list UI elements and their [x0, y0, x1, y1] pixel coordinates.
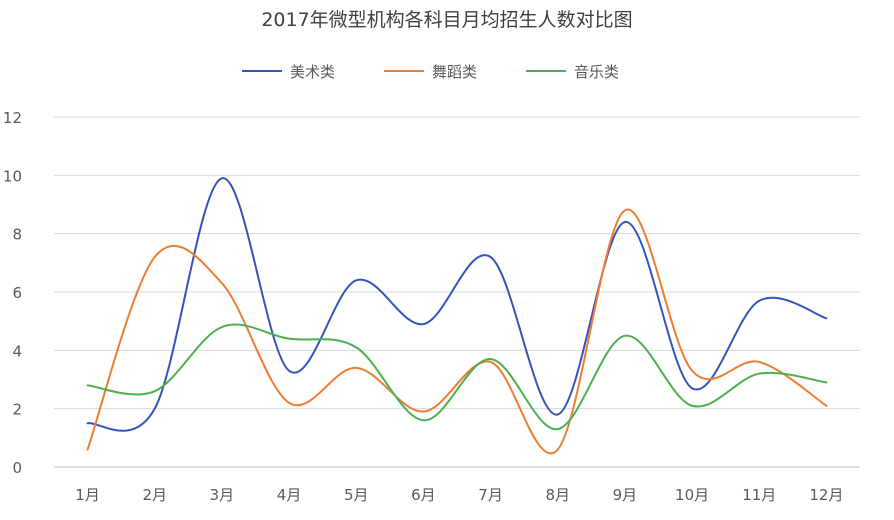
y-tick-label: 8: [12, 226, 22, 244]
chart-title: 2017年微型机构各科目月均招生人数对比图: [261, 9, 632, 31]
x-tick-label: 5月: [344, 486, 369, 504]
x-tick-label: 10月: [675, 486, 709, 504]
x-tick-label: 9月: [613, 486, 638, 504]
y-tick-label: 2: [12, 401, 22, 419]
y-tick-label: 4: [12, 342, 22, 360]
x-tick-label: 1月: [75, 486, 100, 504]
x-tick-label: 4月: [277, 486, 302, 504]
x-tick-label: 2月: [142, 486, 167, 504]
gridlines: [54, 116, 860, 468]
axis-labels: 0 2 4 6 8 10 12 1月 2月 3月 4月 5月 6月 7月 8月 9月 10月 11月 12月: [3, 109, 844, 504]
legend-label: 音乐类: [574, 63, 619, 81]
series-line-2: [86, 208, 828, 455]
x-tick-label: 6月: [411, 486, 436, 504]
y-tick-label: 12: [3, 109, 22, 127]
y-tick-label: 6: [12, 284, 22, 302]
legend: 美术类 舞蹈类 音乐类: [242, 63, 619, 81]
x-tick-label: 7月: [478, 486, 503, 504]
x-tick-label: 8月: [545, 486, 570, 504]
series-lines: [86, 177, 828, 455]
y-tick-label: 10: [3, 167, 22, 185]
y-tick-label: 0: [12, 459, 22, 477]
legend-label: 舞蹈类: [432, 63, 477, 81]
series-line-3: [86, 323, 828, 431]
series-line-1: [86, 177, 828, 432]
x-tick-label: 3月: [210, 486, 235, 504]
legend-label: 美术类: [290, 63, 335, 81]
x-tick-label: 12月: [809, 486, 843, 504]
x-tick-label: 11月: [742, 486, 776, 504]
